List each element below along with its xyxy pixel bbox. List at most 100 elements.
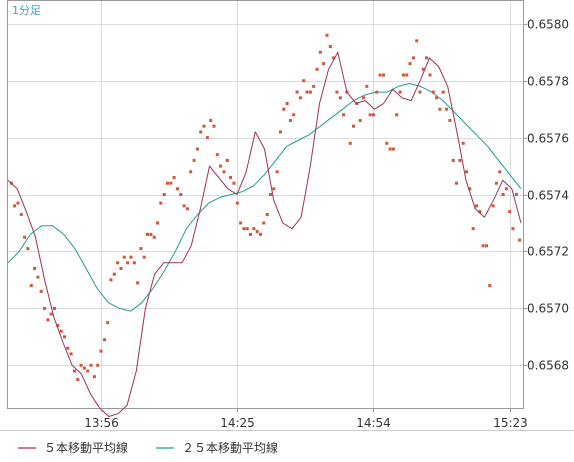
legend-ma5-label: ５本移動平均線 — [44, 440, 128, 455]
price-point — [46, 318, 50, 322]
x-axis-ticks: 13:56 14:25 14:54 15:23 — [84, 408, 528, 430]
price-point — [102, 338, 106, 342]
price-point — [269, 193, 272, 196]
y-tick-label: 0.6576 — [527, 132, 569, 146]
price-point — [431, 90, 435, 94]
price-point — [302, 79, 306, 83]
price-point — [445, 107, 449, 111]
price-point — [504, 187, 508, 191]
price-point — [79, 363, 83, 367]
price-point — [295, 90, 299, 94]
price-point — [342, 113, 346, 117]
price-point — [215, 153, 219, 157]
price-point — [362, 96, 365, 100]
price-point — [501, 193, 505, 196]
price-point — [498, 170, 502, 174]
ma5-layer — [7, 51, 522, 417]
price-point — [119, 267, 123, 270]
price-point — [202, 124, 206, 128]
y-tick-label: 0.6578 — [527, 75, 569, 89]
price-point — [388, 147, 392, 151]
price-point — [73, 369, 76, 373]
price-point — [69, 352, 73, 356]
gridlines — [8, 1, 523, 408]
price-point — [511, 227, 515, 231]
price-point — [212, 124, 216, 128]
price-point — [285, 102, 289, 105]
price-point — [92, 375, 96, 379]
price-point — [358, 119, 362, 122]
price-point — [279, 130, 282, 134]
price-point — [219, 164, 223, 168]
price-point — [139, 247, 143, 251]
price-point — [122, 255, 126, 259]
price-point — [332, 56, 336, 60]
price-point — [129, 255, 133, 259]
y-tick-label: 0.6572 — [527, 245, 569, 259]
price-point — [59, 329, 63, 333]
price-point — [308, 90, 312, 94]
price-point — [49, 312, 53, 316]
price-point — [142, 255, 146, 259]
price-point — [468, 187, 472, 191]
price-point — [195, 147, 199, 151]
price-point — [275, 170, 279, 174]
price-point — [288, 119, 292, 122]
price-point — [232, 181, 236, 185]
price-point — [461, 141, 465, 145]
price-point — [172, 176, 176, 179]
price-point — [76, 378, 80, 381]
price-point — [235, 201, 239, 205]
price-point — [29, 284, 33, 288]
price-point — [491, 204, 495, 208]
ma5-line — [7, 51, 522, 417]
price-point — [395, 113, 399, 117]
price-point — [408, 62, 412, 66]
price-point — [53, 306, 56, 310]
price-point — [441, 90, 445, 94]
price-point — [182, 204, 186, 208]
price-point — [348, 141, 352, 145]
price-point — [225, 158, 229, 162]
legend-ma25-label: ２５本移動平均線 — [182, 440, 278, 455]
x-tick-label: 14:54 — [356, 416, 391, 430]
price-point — [265, 213, 269, 216]
price-point — [222, 170, 226, 174]
price-point — [149, 232, 153, 236]
price-point — [63, 335, 66, 339]
price-point — [455, 181, 458, 185]
price-point — [481, 244, 485, 248]
price-point — [99, 349, 103, 353]
price-point — [421, 67, 425, 71]
price-point — [328, 45, 332, 48]
price-point — [176, 187, 179, 191]
price-point — [166, 181, 169, 185]
price-point — [391, 147, 395, 151]
period-label: 1分足 — [12, 4, 41, 17]
price-point — [272, 187, 276, 191]
price-point — [112, 272, 116, 276]
price-point — [209, 119, 213, 122]
price-point — [199, 130, 203, 134]
ma25-layer — [7, 83, 522, 312]
price-point — [338, 96, 342, 100]
price-point — [471, 227, 475, 231]
price-point — [418, 90, 422, 94]
price-point — [255, 230, 259, 233]
x-tick-label: 15:23 — [493, 416, 528, 430]
price-point — [488, 284, 492, 288]
price-point — [282, 107, 286, 111]
price-point — [86, 369, 90, 373]
price-point — [146, 232, 149, 236]
price-point — [315, 67, 319, 71]
price-point — [259, 232, 262, 236]
price-point — [132, 261, 136, 265]
price-point — [242, 227, 246, 231]
price-point — [305, 90, 309, 94]
price-point — [245, 227, 249, 231]
price-point — [375, 90, 379, 94]
price-point — [448, 119, 452, 122]
price-point — [43, 306, 46, 310]
price-point — [401, 73, 405, 77]
price-point — [106, 321, 110, 325]
